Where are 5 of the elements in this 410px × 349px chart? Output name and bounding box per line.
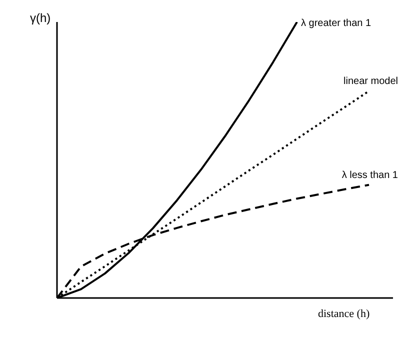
y-axis-title: γ(h) — [30, 11, 51, 25]
x-axis-title: distance (h) — [318, 308, 370, 320]
series-label: linear model — [344, 76, 398, 87]
series-label: λ greater than 1 — [301, 18, 372, 29]
series-label: λ less than 1 — [342, 170, 398, 181]
